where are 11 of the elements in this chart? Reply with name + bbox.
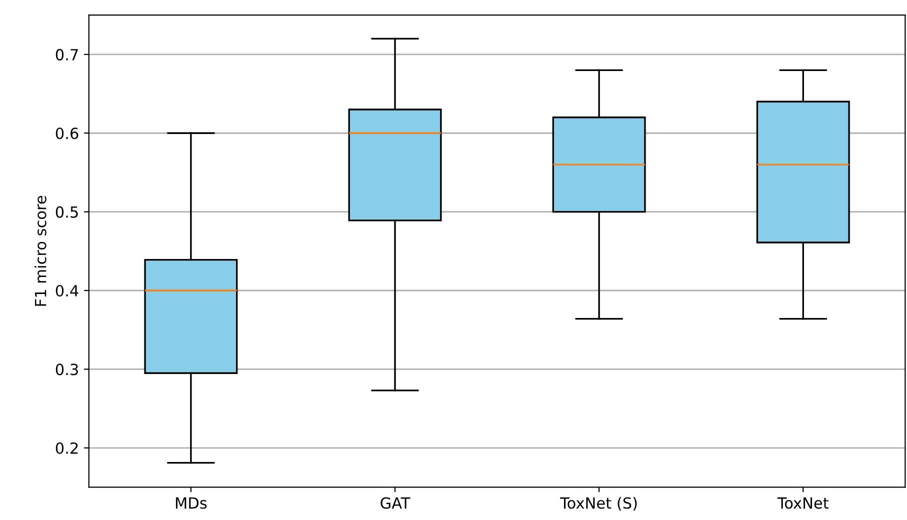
x-tick-label: MDs bbox=[176, 497, 207, 509]
y-axis-title: F1 micro score bbox=[34, 196, 46, 306]
y-tick-label: 0.7 bbox=[56, 48, 78, 60]
y-tick-label: 0.3 bbox=[56, 364, 78, 376]
y-tick-label: 0.2 bbox=[56, 442, 78, 454]
y-tick-label: 0.4 bbox=[56, 284, 78, 297]
y-tick-label: 0.5 bbox=[56, 206, 78, 218]
y-tick-label: 0.6 bbox=[56, 128, 78, 140]
x-tick-label: ToxNet (S) bbox=[560, 496, 637, 511]
x-tick-label: ToxNet bbox=[777, 497, 829, 509]
x-tick-label: GAT bbox=[380, 497, 410, 509]
